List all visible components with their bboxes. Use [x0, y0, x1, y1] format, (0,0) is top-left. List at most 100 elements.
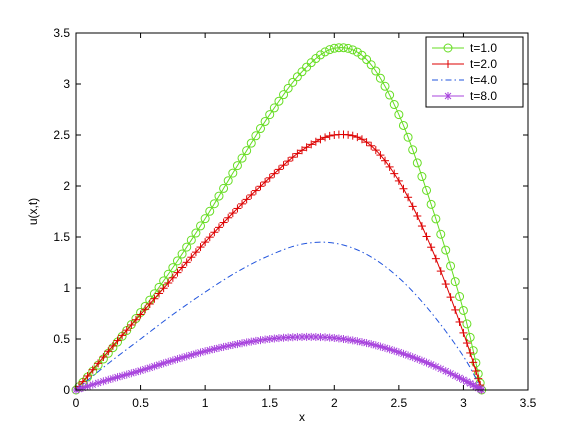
marker-stroke: [451, 372, 459, 380]
data-point-marker: [459, 328, 468, 337]
data-point-marker: [251, 131, 261, 141]
legend-item: t=1.0: [432, 41, 497, 55]
data-point-marker: [399, 184, 408, 193]
data-point-marker: [182, 242, 192, 252]
data-point-marker: [462, 339, 471, 348]
data-point-marker: [274, 334, 283, 343]
data-point-marker: [141, 305, 150, 314]
data-point-marker: [292, 72, 302, 82]
data-point-marker: [321, 333, 330, 342]
marker-stroke: [466, 380, 474, 387]
data-point-marker: [283, 83, 293, 93]
marker-stroke: [220, 343, 227, 351]
data-point-marker: [270, 169, 279, 178]
data-point-marker: [155, 289, 164, 298]
marker-stroke: [463, 378, 471, 385]
legend-box: [425, 36, 524, 108]
marker-stroke: [123, 371, 131, 378]
data-point-marker: [187, 253, 196, 262]
data-point-marker: [177, 249, 187, 259]
data-point-marker: [315, 50, 325, 60]
data-point-marker: [417, 222, 426, 231]
marker-stroke: [215, 344, 223, 352]
data-point-marker: [94, 378, 103, 387]
y-tick-label: 3: [63, 77, 70, 91]
legend-label: t=8.0: [470, 89, 497, 103]
data-point-marker: [233, 204, 242, 213]
data-point-marker: [343, 43, 353, 53]
marker-stroke: [132, 368, 140, 376]
marker-stroke: [174, 355, 181, 363]
marker-stroke: [381, 344, 389, 352]
data-point-marker: [163, 269, 173, 279]
data-point-marker: [182, 258, 191, 267]
data-point-marker: [394, 110, 404, 120]
data-point-marker: [325, 131, 334, 140]
series-line: [75, 133, 483, 391]
data-point-marker: [150, 294, 159, 303]
marker-stroke: [289, 333, 297, 341]
data-point-marker: [237, 153, 247, 163]
data-point-marker: [279, 161, 288, 170]
data-point-marker: [297, 67, 307, 77]
data-point-marker: [232, 161, 242, 171]
data-point-marker: [441, 245, 451, 255]
data-point-marker: [122, 326, 131, 335]
marker-stroke: [75, 385, 83, 393]
marker-stroke: [206, 346, 214, 354]
data-point-marker: [288, 77, 298, 87]
data-point-marker: [398, 120, 408, 130]
marker-stroke: [247, 338, 255, 345]
data-point-marker: [444, 60, 452, 68]
marker-stroke: [280, 334, 287, 342]
series-layer: [71, 43, 487, 395]
data-point-marker: [329, 43, 339, 53]
data-point-marker: [251, 186, 260, 195]
data-point-marker: [164, 278, 173, 287]
marker-stroke: [432, 363, 440, 370]
data-point-marker: [246, 138, 256, 148]
marker-stroke: [437, 365, 445, 373]
data-point-marker: [214, 191, 224, 201]
data-point-marker: [168, 263, 178, 273]
marker-stroke: [409, 353, 417, 361]
data-point-marker: [255, 124, 265, 134]
y-tick-label: 0: [63, 383, 70, 397]
marker-stroke: [146, 364, 154, 372]
x-tick-label: 0: [73, 396, 80, 410]
marker-stroke: [386, 345, 393, 353]
y-tick-label: 0.5: [53, 332, 70, 346]
marker-stroke: [151, 362, 158, 370]
marker-stroke: [275, 334, 283, 342]
data-point-marker: [265, 335, 274, 343]
data-point-marker: [261, 178, 270, 187]
data-point-marker: [375, 73, 385, 83]
data-point-marker: [422, 232, 431, 241]
marker-stroke: [243, 339, 251, 346]
data-point-marker: [320, 47, 330, 57]
data-point-marker: [279, 90, 289, 100]
marker-stroke: [413, 355, 421, 363]
data-point-marker: [224, 341, 233, 350]
y-axis-label: u(x,t): [26, 198, 40, 225]
data-point-marker: [325, 45, 335, 55]
marker-stroke: [187, 351, 195, 359]
marker-stroke: [261, 336, 269, 343]
data-point-marker: [455, 292, 465, 302]
data-point-marker: [182, 352, 191, 361]
data-point-marker: [366, 60, 376, 70]
data-point-marker: [209, 199, 219, 209]
marker-stroke: [460, 376, 467, 384]
data-point-marker: [238, 199, 247, 208]
data-point-marker: [186, 235, 196, 245]
marker-stroke: [100, 377, 107, 385]
data-point-marker: [191, 248, 200, 257]
data-point-marker: [178, 263, 187, 272]
y-tick-label: 1: [63, 281, 70, 295]
data-point-marker: [417, 172, 427, 182]
data-point-marker: [83, 371, 92, 380]
series-t=2.0: [72, 130, 486, 394]
data-point-marker: [104, 375, 113, 384]
marker-stroke: [201, 347, 209, 355]
ticks-layer: 0 0.5 1 1.5 2 2.5 3 3.5 0 0.5 1 1.5 2 2.5 3 3.5: [53, 26, 536, 410]
